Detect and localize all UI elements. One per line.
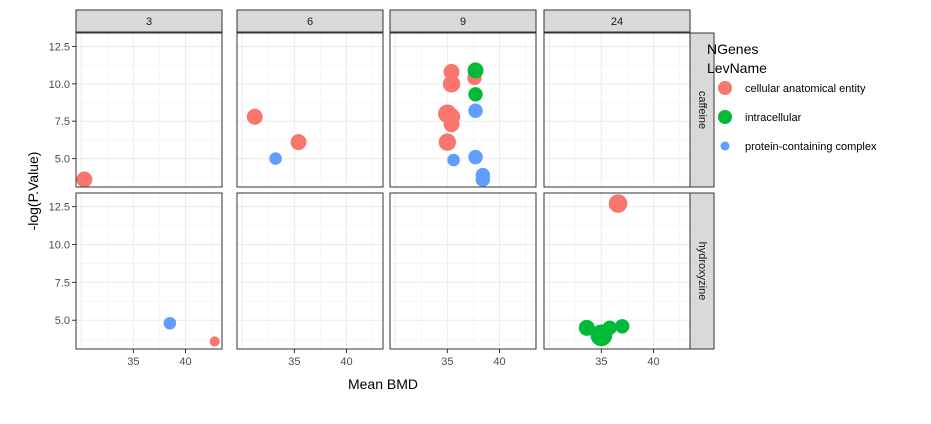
facet-strip-label: hydroxyzine xyxy=(696,242,708,301)
data-point xyxy=(578,319,595,336)
panel-border xyxy=(75,192,223,350)
facet-strip-col-9 xyxy=(389,9,537,33)
legend: NGenes LevName cellular anatomical entit… xyxy=(707,41,877,153)
axes: Mean BMD -log(P.Value) xyxy=(25,152,418,392)
y-tick-label: 12.5 xyxy=(49,41,70,53)
y-axis-title: -log(P.Value) xyxy=(25,152,41,231)
data-point xyxy=(438,133,457,151)
x-tick-label: 40 xyxy=(340,356,352,368)
facet-strip-label: caffeine xyxy=(696,91,708,129)
facet-strip-label: 6 xyxy=(307,16,313,28)
legend-label: cellular anatomical entity xyxy=(745,83,866,95)
panel-background xyxy=(76,193,222,349)
data-point xyxy=(269,152,282,165)
panel-24-caffeine xyxy=(544,33,690,187)
panel-border xyxy=(543,32,691,188)
x-tick-label: 40 xyxy=(647,356,659,368)
data-point xyxy=(443,63,460,80)
data-point xyxy=(468,149,483,165)
data-point xyxy=(468,103,483,118)
panel-border xyxy=(236,192,384,350)
data-point xyxy=(163,316,177,330)
panel-background xyxy=(544,33,690,187)
facet-strip-row-caffeine xyxy=(689,32,715,188)
facet-strip-col-24 xyxy=(543,9,691,33)
data-point xyxy=(290,134,307,151)
panel-9-hydroxyzine xyxy=(390,193,536,349)
y-tick-label: 7.5 xyxy=(55,277,70,289)
panel-9-caffeine xyxy=(390,33,536,187)
data-point xyxy=(608,194,628,213)
data-point xyxy=(246,108,263,125)
panel-background xyxy=(76,33,222,187)
panel-background xyxy=(390,193,536,349)
data-point xyxy=(468,87,483,102)
x-axis-title: Mean BMD xyxy=(348,376,418,392)
panel-3-hydroxyzine xyxy=(76,193,222,349)
panel-background xyxy=(237,33,383,187)
y-tick-label: 5.0 xyxy=(55,315,70,327)
y-tick-label: 10.0 xyxy=(49,239,70,251)
legend-label: protein-containing complex xyxy=(745,141,877,153)
legend-key xyxy=(720,141,730,151)
x-tick-label: 40 xyxy=(493,356,505,368)
facet-strip-label: 9 xyxy=(460,16,466,28)
x-tick-label: 35 xyxy=(595,356,607,368)
facet-strip-label: 3 xyxy=(146,16,152,28)
y-tick-label: 5.0 xyxy=(55,154,70,166)
panel-border xyxy=(389,192,537,350)
legend-key xyxy=(718,81,732,95)
y-tick-label: 10.0 xyxy=(49,79,70,91)
data-point xyxy=(447,153,460,167)
data-point xyxy=(442,75,461,93)
data-point xyxy=(467,62,484,79)
data-point xyxy=(475,172,491,187)
data-point xyxy=(209,336,220,347)
x-tick-label: 35 xyxy=(288,356,300,368)
data-point xyxy=(443,116,460,133)
facet-panels: 3 6 9 24 caffeine hydroxyzine 5.0 7.5 10.0 12.5 5.… xyxy=(49,9,715,368)
panel-border xyxy=(543,192,691,350)
data-point xyxy=(602,320,617,336)
facet-strip-row-hydroxyzine xyxy=(689,192,715,350)
legend-key xyxy=(718,110,732,124)
y-tick-label: 7.5 xyxy=(55,116,70,128)
x-tick-label: 35 xyxy=(441,356,453,368)
panel-border xyxy=(236,32,384,188)
series-intracellular xyxy=(467,62,630,347)
series-protein-containing-complex xyxy=(163,103,491,330)
panel-6-hydroxyzine xyxy=(237,193,383,349)
legend-label: intracellular xyxy=(745,112,802,124)
facet-strip-col-3 xyxy=(75,9,223,33)
y-tick-label: 12.5 xyxy=(49,202,70,214)
panel-3-caffeine xyxy=(76,33,222,187)
panel-background xyxy=(237,193,383,349)
facet-strip-label: 24 xyxy=(611,16,623,28)
legend-items: cellular anatomical entity intracellular p… xyxy=(718,81,877,153)
data-point xyxy=(76,171,93,188)
x-tick-label: 40 xyxy=(179,356,191,368)
panel-border xyxy=(389,32,537,188)
legend-title-line-1: NGenes xyxy=(707,41,758,57)
panel-background xyxy=(390,33,536,187)
panel-6-caffeine xyxy=(237,33,383,187)
panel-border xyxy=(75,32,223,188)
legend-title-line-2: LevName xyxy=(707,60,767,76)
facet-strip-col-6 xyxy=(236,9,384,33)
x-tick-label: 35 xyxy=(127,356,139,368)
data-point xyxy=(615,319,630,334)
